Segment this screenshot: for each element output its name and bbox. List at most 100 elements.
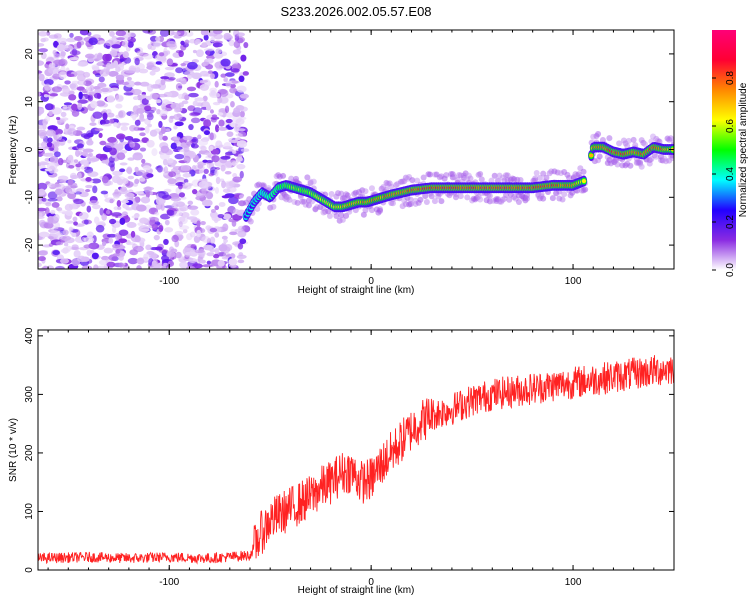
noise-blob xyxy=(54,151,61,158)
noise-blob xyxy=(83,244,93,249)
noise-blob xyxy=(49,229,61,237)
noise-blob xyxy=(201,42,208,48)
noise-blob xyxy=(240,54,247,62)
noise-blob xyxy=(60,235,72,241)
ridge-halo xyxy=(580,168,587,175)
noise-blob xyxy=(86,139,94,146)
noise-blob xyxy=(134,178,140,185)
noise-blob xyxy=(144,186,152,194)
noise-blob xyxy=(174,230,184,236)
ridge-halo xyxy=(457,193,464,200)
noise-blob xyxy=(87,171,99,177)
noise-blob xyxy=(232,60,238,66)
noise-blob xyxy=(196,220,201,228)
noise-blob xyxy=(138,228,150,232)
noise-blob xyxy=(62,86,70,95)
noise-blob xyxy=(63,242,69,247)
noise-blob xyxy=(69,204,81,209)
noise-blob xyxy=(166,251,176,258)
noise-blob xyxy=(44,207,50,215)
noise-blob xyxy=(134,81,142,86)
noise-blob xyxy=(204,152,212,156)
noise-blob xyxy=(105,39,114,47)
noise-blob xyxy=(207,70,214,75)
noise-blob xyxy=(205,104,212,111)
noise-blob xyxy=(116,199,122,207)
noise-blob xyxy=(134,235,141,243)
noise-blob xyxy=(212,42,223,48)
noise-blob xyxy=(111,175,121,184)
noise-blob xyxy=(131,215,140,219)
noise-blob xyxy=(88,37,98,46)
noise-blob xyxy=(77,172,82,179)
noise-blob xyxy=(105,209,111,215)
noise-blob xyxy=(209,227,218,233)
noise-blob xyxy=(66,156,74,164)
ridge-halo xyxy=(362,188,369,195)
noise-blob xyxy=(151,148,158,157)
noise-blob xyxy=(164,219,170,226)
noise-blob xyxy=(42,265,49,269)
noise-blob xyxy=(86,205,92,213)
ridge-halo xyxy=(630,136,637,143)
noise-blob xyxy=(223,238,228,244)
noise-blob xyxy=(135,204,147,212)
noise-blob xyxy=(192,100,199,107)
ridge-halo xyxy=(532,175,539,182)
colorbar-tick-label: 0.0 xyxy=(725,263,736,277)
noise-blob xyxy=(161,259,171,263)
noise-blob xyxy=(238,194,244,199)
noise-blob xyxy=(169,246,175,253)
noise-blob xyxy=(199,84,210,91)
noise-blob xyxy=(118,255,124,261)
ridge-halo xyxy=(427,171,434,178)
noise-blob xyxy=(61,185,72,193)
ridge-halo xyxy=(377,207,384,214)
noise-blob xyxy=(56,37,68,44)
ridge-halo xyxy=(310,178,317,185)
noise-blob xyxy=(78,211,89,220)
noise-blob xyxy=(174,146,183,150)
noise-blob xyxy=(115,30,127,37)
noise-blob xyxy=(108,237,114,244)
noise-blob xyxy=(224,181,235,189)
noise-blob xyxy=(173,125,178,130)
noise-blob xyxy=(108,70,119,77)
noise-blob xyxy=(113,122,119,127)
noise-blob xyxy=(217,260,225,267)
noise-blob xyxy=(109,147,117,156)
noise-blob xyxy=(94,128,104,132)
noise-blob xyxy=(182,228,188,234)
ridge-halo xyxy=(627,162,634,169)
noise-blob xyxy=(47,137,53,143)
noise-blob xyxy=(220,164,226,172)
noise-blob xyxy=(139,177,146,182)
noise-blob xyxy=(154,246,163,251)
ridge-halo xyxy=(538,190,545,197)
noise-blob xyxy=(120,81,130,86)
noise-blob xyxy=(134,191,144,195)
noise-blob xyxy=(197,139,209,146)
noise-blob xyxy=(89,122,97,126)
noise-blob xyxy=(194,249,205,254)
noise-blob xyxy=(98,76,105,83)
noise-blob xyxy=(203,48,215,52)
noise-blob xyxy=(166,209,175,216)
colorbar-tick-label: 0.4 xyxy=(725,167,736,181)
noise-blob xyxy=(96,54,103,61)
noise-blob xyxy=(131,138,141,143)
noise-blob xyxy=(122,178,129,185)
noise-blob xyxy=(222,188,231,193)
ridge-halo xyxy=(667,135,674,142)
ridge-core xyxy=(581,179,587,184)
spectrogram-ytick-label: -20 xyxy=(24,237,35,252)
noise-blob xyxy=(59,258,70,264)
noise-blob xyxy=(57,175,69,181)
ridge-halo xyxy=(333,212,340,219)
noise-blob xyxy=(201,187,207,196)
noise-blob xyxy=(103,66,110,72)
noise-blob xyxy=(106,95,115,103)
noise-blob xyxy=(158,52,165,57)
noise-blob xyxy=(53,53,61,59)
noise-blob xyxy=(181,211,190,218)
